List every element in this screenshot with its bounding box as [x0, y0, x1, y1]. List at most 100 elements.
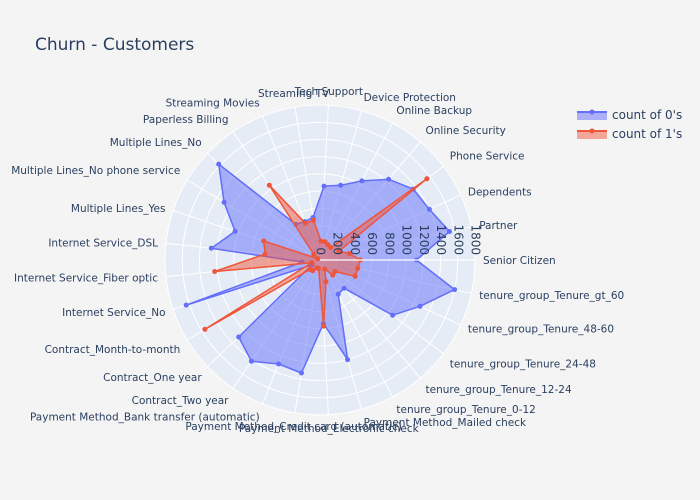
category-label: Device Protection: [364, 92, 456, 104]
category-label: Streaming TV: [258, 88, 330, 100]
category-label: Payment Method_Bank transfer (automatic): [30, 411, 260, 423]
legend-item-2[interactable]: count of 1's: [577, 127, 682, 141]
data-point[interactable]: [332, 269, 338, 274]
data-point[interactable]: [311, 251, 317, 257]
data-point[interactable]: [345, 357, 351, 363]
data-point[interactable]: [322, 239, 328, 245]
data-point[interactable]: [325, 242, 331, 248]
data-point[interactable]: [310, 268, 316, 274]
data-point[interactable]: [262, 251, 268, 257]
data-point[interactable]: [323, 279, 329, 285]
category-label: Payment Method_Electronic check: [239, 423, 420, 435]
data-point[interactable]: [202, 326, 208, 332]
data-point[interactable]: [261, 238, 267, 244]
data-point[interactable]: [299, 370, 304, 376]
data-point[interactable]: [318, 238, 324, 244]
data-point[interactable]: [183, 302, 189, 308]
radial-tick-label: 1600: [451, 224, 465, 255]
data-point[interactable]: [322, 266, 328, 272]
category-label: tenure_group_Tenure_48-60: [468, 323, 614, 335]
series-2: [202, 176, 430, 332]
data-point[interactable]: [424, 176, 430, 182]
category-label: Payment Method_Credit card (automatic): [185, 421, 402, 433]
data-point[interactable]: [221, 199, 227, 205]
data-point[interactable]: [338, 182, 344, 188]
radial-tick-label: 1200: [417, 224, 431, 255]
category-label: Tech Support: [294, 86, 363, 98]
data-point[interactable]: [447, 229, 452, 234]
legend-item-1[interactable]: count of 0's: [577, 108, 682, 122]
category-label: Online Backup: [396, 105, 472, 117]
data-point[interactable]: [359, 178, 365, 184]
legend[interactable]: count of 0's count of 1's: [577, 108, 682, 141]
category-label: Contract_Two year: [132, 395, 230, 407]
data-point[interactable]: [232, 228, 238, 234]
data-point[interactable]: [309, 260, 315, 266]
radial-tick-label: 400: [348, 232, 362, 255]
legend-swatch: [577, 131, 607, 139]
data-point[interactable]: [390, 312, 396, 318]
data-point[interactable]: [216, 161, 222, 167]
data-point[interactable]: [311, 217, 316, 223]
legend-marker: [589, 128, 595, 134]
data-point[interactable]: [266, 182, 272, 188]
data-point[interactable]: [236, 334, 242, 340]
data-point[interactable]: [316, 266, 322, 271]
category-label: tenure_group_Tenure_0-12: [396, 404, 535, 416]
data-point[interactable]: [208, 245, 214, 251]
data-point[interactable]: [417, 303, 423, 309]
category-label: tenure_group_Tenure_12-24: [426, 384, 572, 396]
category-label: Internet Service_DSL: [48, 237, 158, 249]
data-point[interactable]: [315, 256, 321, 262]
series-layer: [183, 161, 458, 376]
chart-title: Churn - Customers: [35, 35, 194, 55]
category-label: Streaming Movies: [166, 98, 260, 110]
legend-marker: [589, 109, 595, 115]
radial-tick-label: 200: [331, 232, 345, 255]
category-label: tenure_group_Tenure_24-48: [450, 359, 596, 371]
data-point[interactable]: [426, 206, 432, 212]
category-label: Payment Method_Mailed check: [364, 417, 527, 429]
data-point[interactable]: [248, 358, 254, 364]
data-point[interactable]: [330, 272, 336, 278]
data-point[interactable]: [355, 265, 361, 271]
category-label: Internet Service_Fiber optic: [14, 273, 158, 285]
radial-tick-label: 1800: [469, 224, 483, 255]
radial-tick-label: 1000: [400, 224, 414, 255]
radial-tick-label: 1400: [434, 224, 448, 255]
data-point[interactable]: [321, 323, 327, 329]
radial-tick-label: 600: [365, 232, 379, 255]
category-label: Online Security: [426, 125, 506, 137]
data-point[interactable]: [335, 291, 341, 297]
radial-ticks: 0 200 400 600 800 1000 1200 1400 1600 1800: [314, 224, 483, 261]
data-point[interactable]: [346, 251, 352, 256]
data-point[interactable]: [452, 287, 458, 293]
data-point[interactable]: [336, 248, 342, 254]
data-point[interactable]: [386, 176, 392, 182]
category-label: Multiple Lines_No: [110, 137, 202, 149]
data-point[interactable]: [302, 220, 308, 226]
radial-tick-label: 800: [382, 232, 396, 255]
category-label: Multiple Lines_Yes: [71, 203, 166, 215]
category-label: Phone Service: [450, 150, 525, 162]
data-point[interactable]: [352, 273, 358, 279]
category-label: tenure_group_Tenure_gt_60: [479, 290, 624, 302]
category-label: Senior Citizen: [483, 255, 556, 267]
category-label: Internet Service_No: [62, 307, 165, 319]
data-point[interactable]: [212, 269, 218, 274]
legend-label: count of 1's: [612, 127, 682, 141]
category-label: Dependents: [468, 187, 532, 199]
angular-labels: Senior Citizen Partner Dependents Phone Ser…: [11, 86, 624, 435]
data-point[interactable]: [276, 361, 282, 367]
data-point[interactable]: [341, 285, 347, 291]
radial-tick-label: 0: [314, 247, 328, 255]
category-label: Partner: [479, 220, 518, 232]
category-label: Contract_Month-to-month: [45, 344, 181, 356]
legend-label: count of 0's: [612, 108, 682, 122]
category-label: Paperless Billing: [143, 114, 229, 126]
data-point[interactable]: [321, 183, 327, 189]
category-label: Multiple Lines_No phone service: [11, 165, 180, 177]
category-label: Contract_One year: [103, 372, 202, 384]
